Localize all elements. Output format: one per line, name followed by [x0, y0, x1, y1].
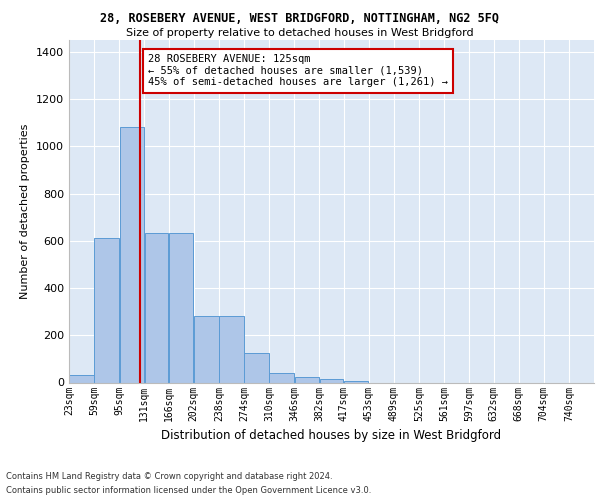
Y-axis label: Number of detached properties: Number of detached properties	[20, 124, 31, 299]
Bar	[320, 379, 343, 382]
Bar	[169, 232, 193, 382]
Bar	[219, 316, 244, 382]
Text: 28, ROSEBERY AVENUE, WEST BRIDGFORD, NOTTINGHAM, NG2 5FQ: 28, ROSEBERY AVENUE, WEST BRIDGFORD, NOT…	[101, 12, 499, 26]
Bar	[94, 238, 119, 382]
Bar	[194, 316, 218, 382]
Text: Contains HM Land Registry data © Crown copyright and database right 2024.: Contains HM Land Registry data © Crown c…	[6, 472, 332, 481]
Bar	[70, 376, 94, 382]
Bar	[244, 353, 269, 382]
X-axis label: Distribution of detached houses by size in West Bridgford: Distribution of detached houses by size …	[161, 429, 502, 442]
Bar	[295, 376, 319, 382]
Bar	[145, 232, 169, 382]
Text: Contains public sector information licensed under the Open Government Licence v3: Contains public sector information licen…	[6, 486, 371, 495]
Text: Size of property relative to detached houses in West Bridgford: Size of property relative to detached ho…	[126, 28, 474, 38]
Bar	[119, 128, 144, 382]
Text: 28 ROSEBERY AVENUE: 125sqm
← 55% of detached houses are smaller (1,539)
45% of s: 28 ROSEBERY AVENUE: 125sqm ← 55% of deta…	[148, 54, 448, 88]
Bar	[269, 373, 294, 382]
